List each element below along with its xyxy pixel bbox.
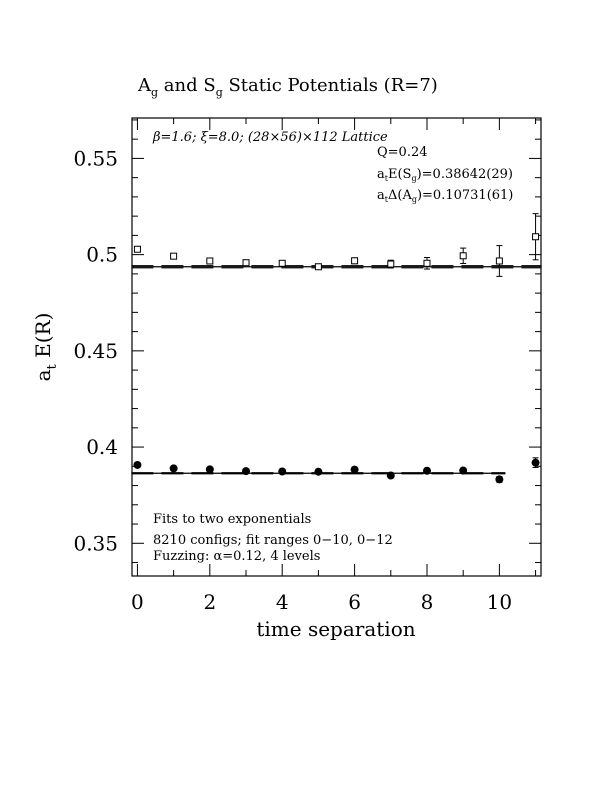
data-point-square	[495, 257, 503, 265]
annotation-configs: 8210 configs; fit ranges 0−10, 0−12	[153, 533, 393, 548]
gap-rest: )=0.10731(61)	[417, 188, 513, 203]
data-points	[133, 213, 540, 484]
y-axis-label: at E(R)	[31, 313, 60, 382]
plot-frame	[131, 117, 542, 577]
title-rest: Static Potentials (R=7)	[223, 75, 438, 96]
x-tick-label: 2	[203, 590, 216, 614]
gap-mid: Δ(A	[388, 188, 412, 203]
data-point-square	[423, 259, 431, 267]
data-point-circle	[495, 475, 504, 484]
data-point-circle	[350, 465, 359, 474]
data-point-circle	[459, 466, 468, 475]
y-tick-label: 0.5	[86, 243, 118, 267]
x-tick-label: 6	[348, 590, 361, 614]
data-point-circle	[278, 467, 287, 476]
data-point-square	[170, 252, 178, 260]
annotation-lattice: β=1.6; ξ=8.0; (28×56)×112 Lattice	[152, 130, 388, 145]
axis-ticks	[132, 118, 541, 576]
y-tick-labels: 0.35 0.4 0.45 0.5 0.55	[73, 146, 118, 555]
annotation-gap: atΔ(Ag)=0.10731(61)	[377, 188, 513, 204]
data-point-square	[459, 252, 467, 260]
data-point-circle	[422, 466, 431, 475]
energy-a-sub: t	[385, 174, 389, 183]
x-axis-label: time separation	[256, 617, 415, 641]
title-a-sub: g	[151, 86, 158, 99]
energy-rest: )=0.38642(29)	[417, 167, 513, 182]
data-point-circle	[205, 465, 214, 474]
ylabel-sub: t	[45, 363, 60, 369]
data-point-square	[242, 259, 250, 267]
title-mid: and	[158, 75, 203, 96]
chart-title: Ag and Sg Static Potentials (R=7)	[137, 75, 438, 99]
gap-mid-sub: g	[412, 195, 417, 204]
x-tick-label: 0	[131, 590, 144, 614]
fit-lines	[131, 265, 542, 475]
annotation-energy: atE(Sg)=0.38642(29)	[377, 167, 513, 183]
annotation-fuzzing: Fuzzing: α=0.12, 4 levels	[153, 549, 320, 564]
ylabel-main: a	[31, 369, 55, 381]
annotation-fits: Fits to two exponentials	[153, 512, 311, 527]
data-point-square	[278, 259, 286, 267]
data-point-circle	[314, 467, 323, 476]
data-point-square	[387, 260, 395, 268]
ylabel-rest: E(R)	[31, 313, 55, 365]
y-tick-label: 0.45	[73, 339, 118, 363]
x-tick-label: 8	[421, 590, 434, 614]
y-tick-label: 0.55	[73, 146, 118, 170]
data-point-circle	[386, 471, 395, 480]
data-point-square	[133, 245, 141, 253]
data-point-circle	[531, 458, 540, 467]
data-point-square	[314, 263, 322, 271]
annotation-q: Q=0.24	[377, 145, 428, 160]
data-point-circle	[242, 467, 251, 476]
data-point-circle	[169, 464, 178, 473]
x-tick-label: 10	[487, 590, 512, 614]
data-point-square	[206, 257, 214, 265]
y-tick-label: 0.4	[86, 435, 118, 459]
data-point-circle	[133, 460, 142, 469]
gap-a-sub: t	[385, 195, 389, 204]
data-point-square	[532, 233, 540, 241]
x-tick-label: 4	[276, 590, 289, 614]
title-a: A	[137, 75, 152, 96]
y-tick-label: 0.35	[73, 531, 118, 555]
gap-a: a	[377, 188, 385, 203]
title-s-sub: g	[216, 86, 223, 99]
energy-mid-sub: g	[411, 174, 416, 183]
title-s: S	[203, 75, 215, 96]
energy-a: a	[377, 167, 385, 182]
energy-mid: E(S	[388, 167, 411, 182]
x-tick-labels: 0 2 4 6 8 10	[131, 590, 512, 614]
data-point-square	[351, 257, 359, 265]
